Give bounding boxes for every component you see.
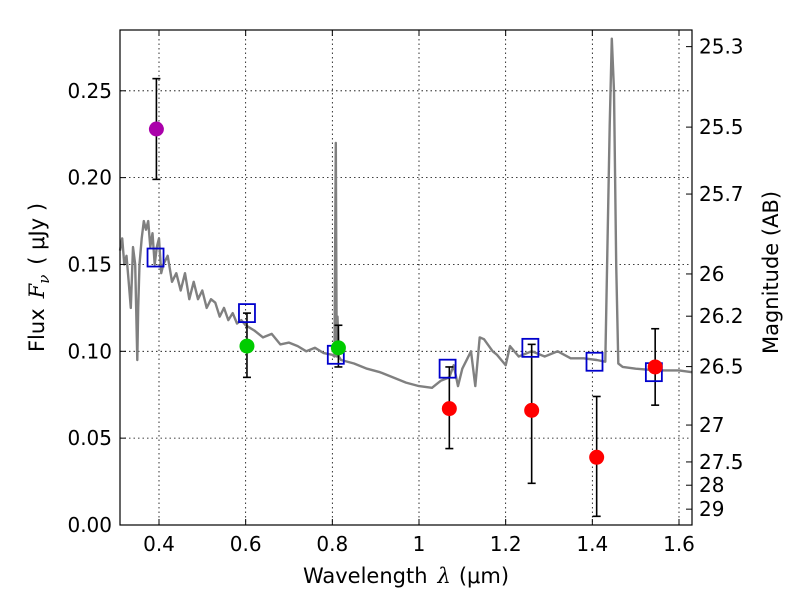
model-box [438,358,457,379]
right-tick-label: 26 [699,262,724,286]
y-tick-label: 0.05 [67,426,112,450]
observed-point-green [239,338,255,354]
right-axis-label: Magnitude (AB) [759,191,783,354]
observed-point-red [589,449,605,465]
right-tick-label: 29 [699,497,724,521]
x-tick-label: 1.4 [576,532,608,556]
y-tick-label: 0.10 [67,339,112,363]
plot-frame [119,29,693,526]
x-tick-label: 0.6 [230,532,262,556]
x-tick-label: 1 [413,532,426,556]
right-tick-label: 27.5 [699,450,744,474]
y-tick-label: 0.25 [67,79,112,103]
model-box [238,303,256,324]
ticks: 0.4 0.6 0.8 1 1.2 1.4 1.6 0.00 0.05 0.10 0.15 0.20 0… [67,30,744,556]
right-tick-label: 26.5 [699,355,744,379]
model-box [146,247,165,268]
model-spectrum-line [118,37,693,389]
observed-point-red [647,359,663,375]
x-tick-label: 0.8 [316,532,348,556]
model-boxes-layer [146,247,663,383]
x-axis-label: Wavelength λ (μm) [303,564,509,588]
y-tick-label: 0.00 [67,513,112,537]
y-tick-label: 0.15 [67,252,112,276]
observed-points-layer [148,121,663,465]
right-tick-label: 25.5 [699,115,744,139]
x-tick-label: 0.4 [143,532,175,556]
x-tick-label: 1.2 [490,532,522,556]
observed-point-red [441,401,457,417]
y-axis-label: FluxFν( μJy ) [25,203,53,352]
right-tick-label: 25.7 [699,182,744,206]
model-box [521,337,540,358]
observed-point-green [330,340,346,356]
right-tick-label: 28 [699,473,724,497]
y-tick-label: 0.20 [67,166,112,190]
model-spectrum-layer [118,37,693,389]
model-box [585,351,604,372]
x-tick-label: 1.6 [663,532,695,556]
observed-point-red [524,402,540,418]
right-tick-label: 26.2 [699,304,744,328]
right-tick-label: 27 [699,413,724,437]
right-tick-label: 25.3 [699,35,744,59]
observed-point-purple [148,121,164,137]
